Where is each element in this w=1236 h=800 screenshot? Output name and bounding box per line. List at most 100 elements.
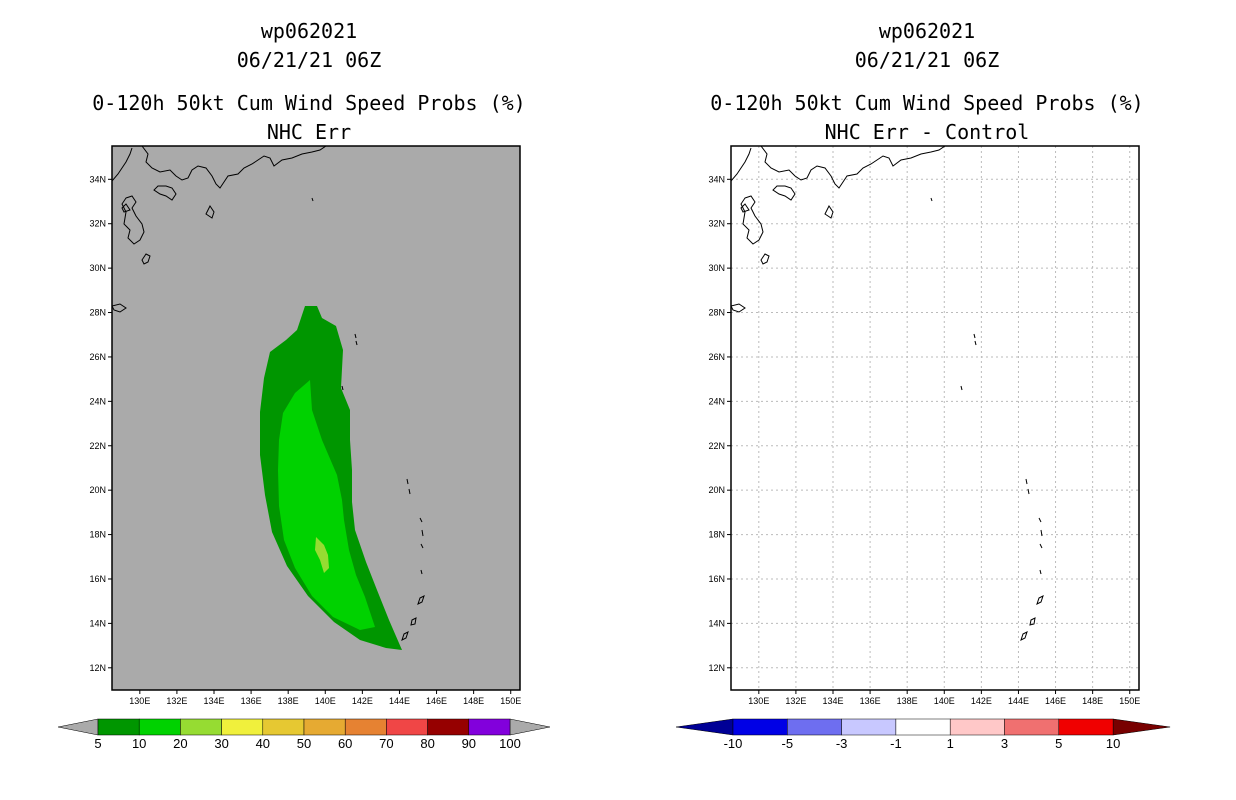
right-colorbar: -10 -5 -3 -1 1 3 5 10 xyxy=(675,718,1171,751)
colorbar-label: 10 xyxy=(132,736,146,751)
coastline xyxy=(121,203,131,213)
lon-tick-label: 134E xyxy=(203,696,224,706)
left-colorbar: 5 10 20 30 40 50 60 70 80 90 100 xyxy=(57,718,551,751)
colorbar-label: 5 xyxy=(1055,736,1062,751)
coastline xyxy=(401,631,409,641)
lat-tick-label: 16N xyxy=(708,574,725,584)
right-title: 0-120h 50kt Cum Wind Speed Probs (%) xyxy=(710,91,1143,115)
left-map-frame xyxy=(111,145,521,691)
lat-tick-label: 28N xyxy=(708,308,725,318)
colorbar-swatch xyxy=(895,718,951,736)
lat-tick-label: 12N xyxy=(708,663,725,673)
right-subtitle: NHC Err - Control xyxy=(825,120,1030,144)
lat-tick-label: 20N xyxy=(708,485,725,495)
colorbar-label: -1 xyxy=(890,736,902,751)
coastline xyxy=(112,147,133,182)
lat-tick-label: 14N xyxy=(89,618,106,628)
lat-tick-label: 22N xyxy=(89,441,106,451)
lon-tick-label: 130E xyxy=(129,696,150,706)
colorbar-high-arrow xyxy=(1112,718,1171,736)
lon-tick-label: 130E xyxy=(748,696,769,706)
lat-tick-label: 32N xyxy=(708,219,725,229)
colorbar-label: 5 xyxy=(94,736,101,751)
lon-tick-label: 144E xyxy=(389,696,410,706)
lat-tick-label: 24N xyxy=(708,396,725,406)
coastline xyxy=(311,197,314,202)
lon-tick-label: 150E xyxy=(500,696,521,706)
coastline xyxy=(1027,488,1030,495)
colorbar-label: 70 xyxy=(379,736,393,751)
left-title: 0-120h 50kt Cum Wind Speed Probs (%) xyxy=(92,91,525,115)
coastline xyxy=(420,543,424,549)
lat-tick-label: 26N xyxy=(708,352,725,362)
lon-tick-label: 148E xyxy=(463,696,484,706)
lon-tick-label: 138E xyxy=(278,696,299,706)
colorbar-label: 40 xyxy=(256,736,270,751)
coastline xyxy=(731,147,752,182)
colorbar-low-arrow xyxy=(57,718,99,736)
lat-tick-label: 18N xyxy=(89,530,106,540)
colorbar-swatch xyxy=(262,718,305,736)
lon-tick-label: 132E xyxy=(785,696,806,706)
colorbar-label: 20 xyxy=(173,736,187,751)
lon-tick-label: 142E xyxy=(352,696,373,706)
lon-tick-label: 136E xyxy=(860,696,881,706)
lat-tick-label: 20N xyxy=(89,485,106,495)
right-grid xyxy=(731,146,1139,690)
left-subtitle: NHC Err xyxy=(267,120,351,144)
coastline xyxy=(1039,569,1042,575)
colorbar-swatch xyxy=(97,718,140,736)
coastline xyxy=(408,488,411,495)
coastline xyxy=(410,617,417,626)
coastline xyxy=(930,197,933,202)
coastline xyxy=(112,303,127,313)
left-coastlines xyxy=(112,146,425,641)
lat-tick-label: 22N xyxy=(708,441,725,451)
right-panel: wp062021 06/21/21 06Z 0-120h 50kt Cum Wi… xyxy=(675,19,1171,751)
colorbar-swatch xyxy=(386,718,428,736)
colorbar-label: 100 xyxy=(499,736,521,751)
colorbar-swatch xyxy=(787,718,842,736)
lat-tick-label: 16N xyxy=(89,574,106,584)
coastline xyxy=(824,205,834,219)
coastline xyxy=(760,146,946,189)
left-panel: wp062021 06/21/21 06Z 0-120h 50kt Cum Wi… xyxy=(57,19,551,751)
coastline xyxy=(760,253,770,265)
lon-tick-label: 134E xyxy=(822,696,843,706)
contour-20-30 xyxy=(315,537,329,573)
coastline xyxy=(1020,631,1028,641)
colorbar-label: 90 xyxy=(462,736,476,751)
coastline xyxy=(141,146,327,189)
coastline xyxy=(1038,517,1042,523)
right-storm-id: wp062021 xyxy=(879,19,975,43)
right-map-background xyxy=(731,146,1139,690)
coastline xyxy=(1025,478,1028,485)
colorbar-swatch xyxy=(1004,718,1060,736)
colorbar-low-arrow xyxy=(675,718,734,736)
coastline xyxy=(1039,543,1043,549)
lon-tick-label: 142E xyxy=(971,696,992,706)
lat-tick-label: 32N xyxy=(89,219,106,229)
coastline xyxy=(973,333,976,339)
coastline xyxy=(355,340,358,346)
coastline xyxy=(1036,595,1044,605)
right-axes: 130E 132E 134E 136E 138E 140E 142E 144E 146E 148E… xyxy=(708,174,1140,706)
lon-tick-label: 140E xyxy=(315,696,336,706)
colorbar-label: 1 xyxy=(947,736,954,751)
colorbar-label: 10 xyxy=(1106,736,1120,751)
coastline xyxy=(354,333,357,339)
lat-tick-label: 26N xyxy=(89,352,106,362)
colorbar-label: -3 xyxy=(836,736,848,751)
lat-tick-label: 30N xyxy=(89,263,106,273)
coastline xyxy=(1029,617,1036,626)
lat-tick-label: 12N xyxy=(89,663,106,673)
coastline xyxy=(772,185,796,201)
colorbar-label: -10 xyxy=(724,736,743,751)
coastline xyxy=(406,478,409,485)
coastline xyxy=(341,385,344,391)
lon-tick-label: 146E xyxy=(1045,696,1066,706)
colorbar-swatch xyxy=(468,718,511,736)
colorbar-label: 60 xyxy=(338,736,352,751)
lon-tick-label: 140E xyxy=(934,696,955,706)
